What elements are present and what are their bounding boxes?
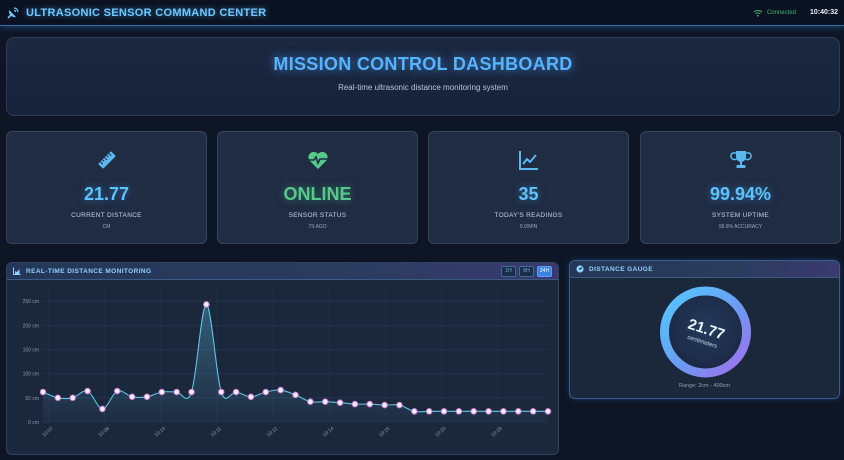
data-point[interactable] (277, 386, 284, 394)
data-point[interactable] (232, 388, 240, 396)
data-point[interactable] (425, 408, 433, 415)
data-point[interactable] (247, 393, 255, 401)
distance-gauge: 21.77 centimeters (660, 286, 751, 378)
data-point[interactable] (128, 393, 136, 401)
wifi-icon (753, 9, 763, 17)
series-area (43, 304, 548, 422)
data-point[interactable] (99, 405, 106, 413)
y-tick-label: 200 cm (23, 323, 39, 329)
clock: 10:40:32 (809, 9, 838, 16)
line-chart-icon (518, 151, 538, 170)
dashboard-title: MISSION CONTROL DASHBOARD (273, 54, 573, 74)
stat-card-status: ONLINE SENSOR STATUS 7S AGO (217, 131, 418, 244)
data-point[interactable] (321, 398, 329, 405)
gauge-panel-title: DISTANCE GAUGE (589, 265, 653, 273)
x-tick-label: 10:12 (266, 426, 280, 439)
chart-panel-title: REAL-TIME DISTANCE MONITORING (26, 267, 152, 275)
stat-card-distance: 21.77 CURRENT DISTANCE CM (6, 131, 207, 244)
chart-panel-header: REAL-TIME DISTANCE MONITORING 1H 6H 24H (7, 263, 558, 280)
data-point[interactable] (217, 388, 225, 396)
data-point[interactable] (39, 388, 47, 396)
y-tick-label: 150 cm (23, 347, 39, 353)
uptime-accuracy: 99.9% ACCURACY (718, 224, 763, 230)
timeframe-24h-button[interactable]: 24H (537, 265, 552, 277)
satellite-dish-icon (7, 6, 19, 19)
data-point[interactable] (455, 408, 463, 415)
distance-chart-panel: REAL-TIME DISTANCE MONITORING 1H 6H 24H … (6, 262, 559, 455)
y-tick-label: 50 cm (25, 396, 39, 402)
data-point[interactable] (366, 400, 374, 408)
data-point[interactable] (500, 408, 507, 415)
timeframe-selector: 1H 6H 24H (501, 265, 552, 277)
data-point[interactable] (54, 394, 62, 402)
data-point[interactable] (544, 408, 552, 415)
y-tick-label: 100 cm (23, 372, 39, 378)
distance-gauge-panel: DISTANCE GAUGE 21.77 centimeters Range: … (569, 260, 840, 399)
sensor-status-label: SENSOR STATUS (288, 212, 347, 219)
x-tick-label: 10:14 (322, 426, 336, 439)
readings-rate: 0.0/MIN (519, 224, 538, 230)
status-area: Connected 10:40:32 (753, 9, 838, 17)
data-point[interactable] (381, 401, 388, 409)
dashboard-subtitle: Real-time ultrasonic distance monitoring… (338, 83, 508, 92)
x-tick-label: 10:08 (97, 426, 111, 439)
x-tick-label: 10:39 (490, 426, 504, 439)
data-point[interactable] (529, 408, 537, 415)
data-point[interactable] (396, 401, 403, 409)
uptime-label: SYSTEM UPTIME (712, 212, 769, 219)
connection-status: Connected (766, 9, 796, 16)
data-point[interactable] (485, 408, 492, 415)
current-distance-value: 21.77 (83, 184, 130, 204)
gauge-center (669, 296, 742, 368)
readings-value: 35 (518, 184, 539, 204)
ruler-icon (98, 151, 115, 169)
timeframe-6h-button[interactable]: 6H (519, 265, 534, 277)
data-point[interactable] (158, 388, 166, 396)
readings-label: TODAY'S READINGS (494, 212, 563, 219)
data-point[interactable] (470, 408, 478, 415)
data-point[interactable] (173, 388, 180, 396)
data-point[interactable] (203, 301, 210, 308)
area-chart-icon (13, 267, 21, 275)
data-point[interactable] (188, 388, 195, 396)
distance-line-chart: 0 cm 50 cm 100 cm 150 cm 200 cm 250 cm 10:07 10… (23, 289, 552, 439)
x-tick-label: 10:11 (210, 426, 223, 439)
data-point[interactable] (262, 388, 270, 396)
gauge-ring (660, 286, 751, 378)
current-distance-label: CURRENT DISTANCE (71, 212, 142, 219)
data-point[interactable] (514, 408, 522, 415)
timeframe-1h-button[interactable]: 1H (501, 265, 516, 277)
data-point[interactable] (307, 398, 314, 405)
x-tick-label: 10:07 (41, 426, 55, 439)
sensor-status-value: ONLINE (283, 184, 352, 204)
data-point[interactable] (336, 399, 344, 406)
gauge-icon (576, 265, 584, 273)
hero-banner: MISSION CONTROL DASHBOARD Real-time ultr… (6, 37, 840, 116)
data-point[interactable] (113, 387, 121, 395)
gauge-panel-header: DISTANCE GAUGE (570, 261, 839, 278)
app-title: ULTRASONIC SENSOR COMMAND CENTER (26, 6, 267, 19)
data-point[interactable] (292, 391, 299, 399)
uptime-value: 99.94% (709, 184, 772, 204)
x-tick-label: 10:15 (378, 426, 392, 439)
y-tick-label: 0 cm (28, 420, 39, 426)
x-tick-label: 10:20 (434, 426, 448, 439)
stat-card-readings: 35 TODAY'S READINGS 0.0/MIN (428, 131, 629, 244)
top-bar: ULTRASONIC SENSOR COMMAND CENTER Connect… (0, 0, 844, 26)
trophy-icon (729, 151, 752, 168)
data-point[interactable] (351, 400, 359, 408)
y-tick-label: 250 cm (23, 299, 39, 305)
current-distance-unit: CM (102, 224, 111, 230)
gauge-range: Range: 2cm - 400cm (678, 383, 731, 389)
x-tick-label: 10:10 (153, 426, 167, 439)
heartbeat-icon (307, 151, 328, 169)
sensor-status-sub: 7S AGO (308, 224, 327, 230)
data-point[interactable] (411, 408, 418, 415)
data-point[interactable] (143, 393, 151, 401)
data-point[interactable] (84, 387, 91, 395)
data-point[interactable] (440, 408, 448, 415)
data-point[interactable] (69, 394, 77, 402)
stat-card-uptime: 99.94% SYSTEM UPTIME 99.9% ACCURACY (640, 131, 841, 244)
